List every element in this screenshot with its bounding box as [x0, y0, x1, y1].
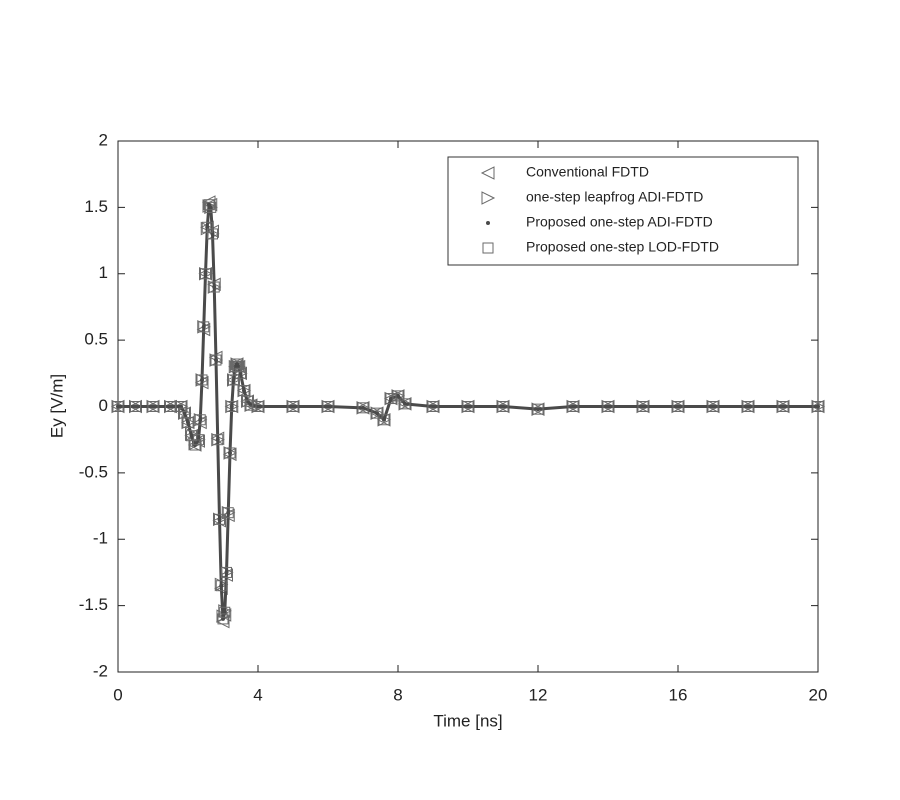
- marker: [198, 321, 210, 333]
- marker: [186, 430, 197, 442]
- x-tick-label: 8: [393, 685, 402, 704]
- marker: [193, 434, 204, 446]
- series: [116, 202, 820, 621]
- marker: [215, 580, 227, 592]
- marker: [245, 399, 257, 411]
- marker: [322, 401, 334, 412]
- marker: [130, 401, 141, 412]
- marker: [244, 398, 259, 412]
- marker: [371, 407, 383, 419]
- y-tick-label: 1.5: [84, 197, 108, 216]
- marker: [398, 397, 413, 411]
- legend-label: one-step leapfrog ADI-FDTD: [526, 189, 703, 205]
- x-tick-label: 12: [529, 685, 548, 704]
- marker: [672, 401, 684, 412]
- marker: [210, 354, 222, 366]
- x-tick-label: 4: [253, 685, 262, 704]
- y-tick-label: -0.5: [79, 462, 108, 481]
- marker: [602, 401, 614, 412]
- marker: [287, 401, 299, 412]
- marker: [217, 613, 229, 625]
- x-tick-label: 20: [809, 685, 828, 704]
- series-trace: [118, 203, 818, 621]
- legend-label: Proposed one-step ADI-FDTD: [526, 214, 713, 230]
- marker: [231, 358, 243, 370]
- marker: [224, 447, 236, 459]
- marker: [228, 374, 239, 386]
- marker: [214, 513, 225, 525]
- marker: [207, 228, 218, 240]
- marker: [357, 402, 369, 414]
- y-tick-label: -1.5: [79, 595, 108, 614]
- marker: [637, 401, 649, 412]
- marker: [378, 414, 390, 426]
- marker: [238, 385, 250, 397]
- y-axis-label: Ey [V/m]: [47, 374, 66, 438]
- marker: [532, 403, 544, 415]
- marker: [212, 434, 224, 446]
- x-tick-label: 16: [669, 685, 688, 704]
- marker: [707, 401, 719, 412]
- marker: [219, 606, 231, 618]
- legend-label: Conventional FDTD: [526, 164, 649, 180]
- legend-label: Proposed one-step LOD-FDTD: [526, 239, 719, 255]
- legend-box: [447, 156, 799, 266]
- marker: [233, 361, 245, 373]
- marker: [221, 566, 232, 578]
- marker: [812, 401, 824, 412]
- marker: [252, 401, 264, 412]
- marker: [391, 389, 406, 403]
- legend: Conventional FDTD one-step leapfrog ADI-F…: [447, 156, 799, 266]
- marker: [385, 393, 397, 405]
- y-tick-label: 1: [99, 263, 108, 282]
- marker: [480, 166, 495, 180]
- marker: [194, 414, 206, 426]
- marker: [370, 406, 385, 420]
- marker: [112, 401, 124, 412]
- y-tick-label: 2: [99, 130, 108, 149]
- y-tick-label: 0.5: [84, 330, 108, 349]
- marker: [226, 401, 238, 412]
- marker: [179, 407, 190, 419]
- y-tick-label: -1: [93, 529, 108, 548]
- marker: [427, 401, 439, 412]
- marker: [175, 401, 187, 412]
- x-axis-label: Time [ns]: [433, 711, 502, 730]
- marker: [147, 401, 159, 412]
- y-tick-label: 0: [99, 396, 108, 415]
- series: [112, 199, 824, 625]
- marker: [182, 416, 194, 428]
- marker: [196, 374, 208, 386]
- marker: [200, 268, 211, 280]
- marker: [208, 281, 220, 293]
- marker: [392, 390, 404, 402]
- marker: [462, 401, 474, 412]
- marker: [497, 401, 509, 412]
- marker: [399, 398, 411, 410]
- marker: [205, 201, 217, 213]
- marker: [111, 399, 126, 414]
- marker: [222, 507, 234, 519]
- marker: [235, 367, 246, 379]
- x-tick-label: 0: [113, 685, 122, 704]
- marker: [777, 401, 789, 412]
- marker: [481, 191, 496, 205]
- marker: [482, 242, 494, 254]
- y-tick-label: -2: [93, 661, 108, 680]
- marker: [203, 199, 215, 211]
- marker: [567, 401, 579, 412]
- marker: [486, 221, 490, 225]
- marker: [742, 401, 754, 412]
